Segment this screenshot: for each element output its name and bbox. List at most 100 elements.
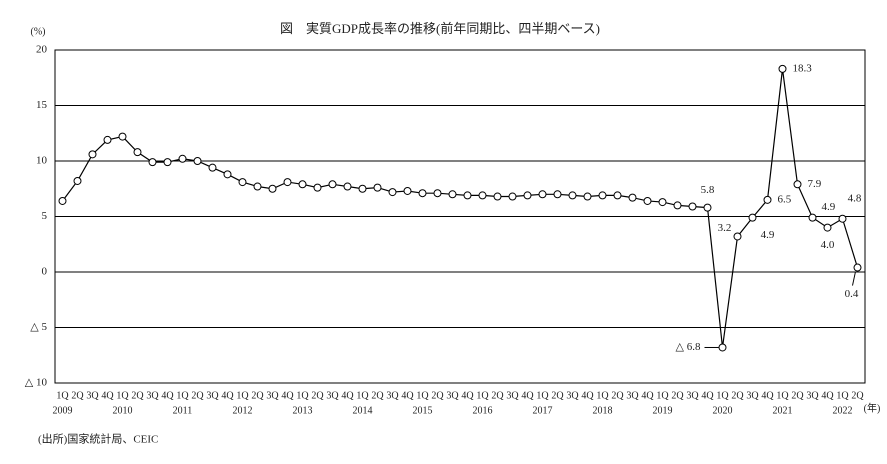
- data-point: [403, 186, 412, 195]
- x-tick-label: 1Q: [356, 390, 369, 401]
- x-tick-label: 4Q: [821, 390, 834, 401]
- x-tick-label: 2Q: [371, 390, 384, 401]
- x-tick-label: 3Q: [626, 390, 639, 401]
- data-point: [628, 193, 637, 202]
- y-unit: (%): [31, 26, 46, 37]
- x-tick-label: 3Q: [506, 390, 519, 401]
- data-label: 4.9: [761, 229, 775, 241]
- data-point: [703, 203, 712, 212]
- y-tick-label: △ 5: [30, 321, 47, 333]
- data-point: [133, 148, 142, 157]
- year-label: 2018: [593, 405, 613, 416]
- x-tick-label: 3Q: [266, 390, 279, 401]
- x-tick-label: 1Q: [536, 390, 549, 401]
- y-tick-label: 5: [42, 210, 48, 222]
- x-tick-label: 2Q: [731, 390, 744, 401]
- data-label: 4.8: [848, 192, 862, 204]
- x-tick-label: 1Q: [56, 390, 69, 401]
- year-label: 2013: [293, 405, 313, 416]
- x-tick-label: 1Q: [776, 390, 789, 401]
- x-tick-label: 2Q: [671, 390, 684, 401]
- data-point: [328, 180, 337, 189]
- data-point: [853, 263, 862, 272]
- x-tick-label: 2Q: [131, 390, 144, 401]
- x-tick-label: 3Q: [86, 390, 99, 401]
- year-label: 2017: [533, 405, 553, 416]
- year-label: 2019: [653, 405, 673, 416]
- x-tick-label: 2Q: [791, 390, 804, 401]
- year-label: 2014: [353, 405, 373, 416]
- x-tick-label: 2Q: [251, 390, 264, 401]
- data-point: [433, 189, 442, 198]
- data-point: [118, 132, 127, 141]
- data-point: [793, 180, 802, 189]
- year-label: 2020: [713, 405, 733, 416]
- data-point: [253, 182, 262, 191]
- data-point: [733, 232, 742, 241]
- x-tick-label: 1Q: [596, 390, 609, 401]
- y-tick-label: 10: [36, 155, 48, 167]
- data-point: [313, 183, 322, 192]
- data-label: 7.9: [808, 178, 822, 190]
- data-label: 3.2: [718, 222, 732, 234]
- data-point: [358, 184, 367, 193]
- data-point: [268, 184, 277, 193]
- x-tick-label: 3Q: [566, 390, 579, 401]
- data-point: [838, 214, 847, 223]
- x-tick-label: 4Q: [581, 390, 594, 401]
- x-tick-label: 4Q: [101, 390, 114, 401]
- x-tick-label: 2Q: [611, 390, 624, 401]
- chart-title: 図 実質GDP成長率の推移(前年同期比、四半期ベース): [280, 21, 600, 36]
- data-point: [223, 170, 232, 179]
- x-tick-label: 4Q: [461, 390, 474, 401]
- data-point: [508, 192, 517, 201]
- data-point: [463, 191, 472, 200]
- x-tick-label: 1Q: [296, 390, 309, 401]
- x-tick-label: 4Q: [761, 390, 774, 401]
- x-tick-label: 1Q: [236, 390, 249, 401]
- data-point: [238, 178, 247, 187]
- y-tick-label: 20: [36, 44, 48, 56]
- data-point: [763, 195, 772, 204]
- x-tick-label: 1Q: [116, 390, 129, 401]
- data-line: [62, 68, 859, 348]
- x-tick-label: 2Q: [311, 390, 324, 401]
- data-label: 4.9: [822, 201, 836, 213]
- data-label: 18.3: [793, 62, 813, 74]
- x-tick-label: 3Q: [446, 390, 459, 401]
- x-tick-label: 4Q: [401, 390, 414, 401]
- x-tick-label: 2Q: [551, 390, 564, 401]
- y-tick-label: △ 10: [25, 377, 48, 389]
- data-point: [673, 201, 682, 210]
- data-point: [643, 196, 652, 205]
- x-tick-label: 2Q: [71, 390, 84, 401]
- data-point: [418, 189, 427, 198]
- data-point: [148, 158, 157, 167]
- data-point: [538, 190, 547, 199]
- data-point: [553, 190, 562, 199]
- data-label: 4.0: [821, 239, 835, 251]
- x-tick-label: 4Q: [641, 390, 654, 401]
- x-tick-label: 4Q: [521, 390, 534, 401]
- data-point: [388, 188, 397, 197]
- year-label: 2012: [233, 405, 253, 416]
- data-point: [493, 192, 502, 201]
- x-unit: (年): [864, 401, 881, 414]
- x-tick-label: 3Q: [146, 390, 159, 401]
- source-note: (出所)国家統計局、CEIC: [38, 432, 158, 446]
- data-point: [718, 343, 727, 352]
- y-tick-label: 15: [36, 99, 48, 111]
- data-point: [88, 150, 97, 159]
- y-tick-label: 0: [42, 266, 48, 278]
- x-tick-label: 2Q: [191, 390, 204, 401]
- x-tick-label: 1Q: [656, 390, 669, 401]
- year-label: 2011: [173, 405, 193, 416]
- data-point: [73, 176, 82, 185]
- data-point: [448, 190, 457, 199]
- x-tick-label: 3Q: [206, 390, 219, 401]
- data-point: [778, 64, 787, 73]
- data-point: [568, 191, 577, 200]
- data-point: [688, 202, 697, 211]
- data-point: [658, 198, 667, 207]
- data-point: [613, 191, 622, 200]
